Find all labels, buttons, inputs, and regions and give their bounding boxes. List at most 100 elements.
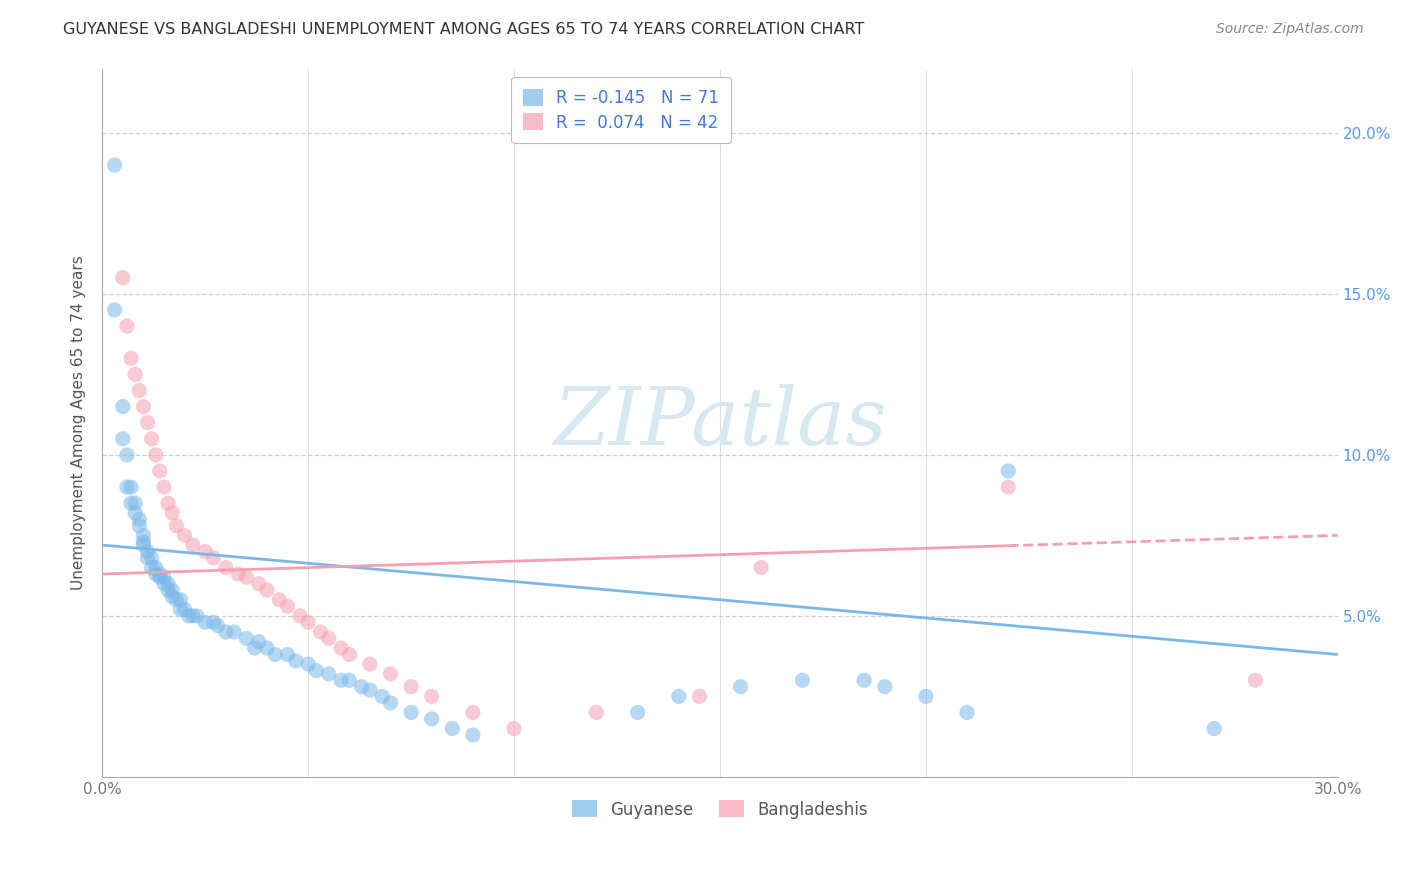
Point: [215, 560, 238, 574]
Point: [243, 641, 266, 656]
Point: [247, 576, 270, 591]
Point: [149, 570, 172, 584]
Point: [873, 680, 896, 694]
Point: [318, 632, 340, 646]
Point: [215, 624, 238, 639]
Point: [115, 319, 138, 334]
Point: [853, 673, 876, 688]
Point: [318, 666, 340, 681]
Legend: Guyanese, Bangladeshis: Guyanese, Bangladeshis: [565, 794, 875, 825]
Point: [157, 576, 180, 591]
Point: [399, 706, 422, 720]
Point: [1244, 673, 1267, 688]
Point: [124, 368, 146, 382]
Point: [160, 590, 183, 604]
Point: [165, 518, 187, 533]
Point: [256, 583, 278, 598]
Point: [337, 648, 360, 662]
Point: [359, 682, 381, 697]
Point: [173, 602, 195, 616]
Point: [194, 615, 217, 630]
Point: [141, 550, 163, 565]
Point: [749, 560, 772, 574]
Point: [461, 706, 484, 720]
Point: [915, 690, 938, 704]
Point: [160, 583, 183, 598]
Point: [202, 550, 225, 565]
Text: GUYANESE VS BANGLADESHI UNEMPLOYMENT AMONG AGES 65 TO 74 YEARS CORRELATION CHART: GUYANESE VS BANGLADESHI UNEMPLOYMENT AMO…: [63, 22, 865, 37]
Point: [186, 608, 208, 623]
Point: [420, 712, 443, 726]
Point: [141, 560, 163, 574]
Point: [330, 673, 353, 688]
Point: [222, 624, 245, 639]
Point: [441, 722, 464, 736]
Point: [169, 592, 191, 607]
Point: [277, 648, 299, 662]
Point: [124, 506, 146, 520]
Point: [503, 722, 526, 736]
Point: [153, 576, 176, 591]
Point: [668, 690, 690, 704]
Point: [132, 538, 155, 552]
Point: [153, 570, 176, 584]
Point: [115, 448, 138, 462]
Point: [350, 680, 373, 694]
Point: [194, 544, 217, 558]
Point: [177, 608, 200, 623]
Point: [380, 666, 402, 681]
Point: [132, 534, 155, 549]
Point: [247, 634, 270, 648]
Text: Source: ZipAtlas.com: Source: ZipAtlas.com: [1216, 22, 1364, 37]
Point: [120, 496, 142, 510]
Point: [235, 570, 257, 584]
Point: [399, 680, 422, 694]
Y-axis label: Unemployment Among Ages 65 to 74 years: Unemployment Among Ages 65 to 74 years: [72, 255, 86, 591]
Point: [149, 464, 172, 478]
Point: [128, 512, 150, 526]
Point: [235, 632, 257, 646]
Point: [111, 270, 134, 285]
Point: [103, 303, 125, 318]
Point: [111, 432, 134, 446]
Point: [792, 673, 814, 688]
Point: [256, 641, 278, 656]
Point: [371, 690, 394, 704]
Point: [1204, 722, 1226, 736]
Point: [202, 615, 225, 630]
Point: [181, 608, 204, 623]
Point: [585, 706, 607, 720]
Point: [132, 400, 155, 414]
Point: [169, 602, 191, 616]
Point: [269, 592, 291, 607]
Point: [149, 567, 172, 582]
Point: [103, 158, 125, 172]
Point: [420, 690, 443, 704]
Text: ZIPatlas: ZIPatlas: [553, 384, 887, 461]
Point: [128, 384, 150, 398]
Point: [359, 657, 381, 672]
Point: [136, 544, 159, 558]
Point: [115, 480, 138, 494]
Point: [136, 550, 159, 565]
Point: [380, 696, 402, 710]
Point: [461, 728, 484, 742]
Point: [128, 518, 150, 533]
Point: [136, 416, 159, 430]
Point: [226, 567, 249, 582]
Point: [337, 673, 360, 688]
Point: [309, 624, 332, 639]
Point: [277, 599, 299, 614]
Point: [124, 496, 146, 510]
Point: [297, 657, 319, 672]
Point: [956, 706, 979, 720]
Point: [145, 567, 167, 582]
Point: [997, 480, 1019, 494]
Point: [111, 400, 134, 414]
Point: [688, 690, 710, 704]
Point: [297, 615, 319, 630]
Point: [997, 464, 1019, 478]
Point: [330, 641, 353, 656]
Point: [157, 583, 180, 598]
Point: [153, 480, 176, 494]
